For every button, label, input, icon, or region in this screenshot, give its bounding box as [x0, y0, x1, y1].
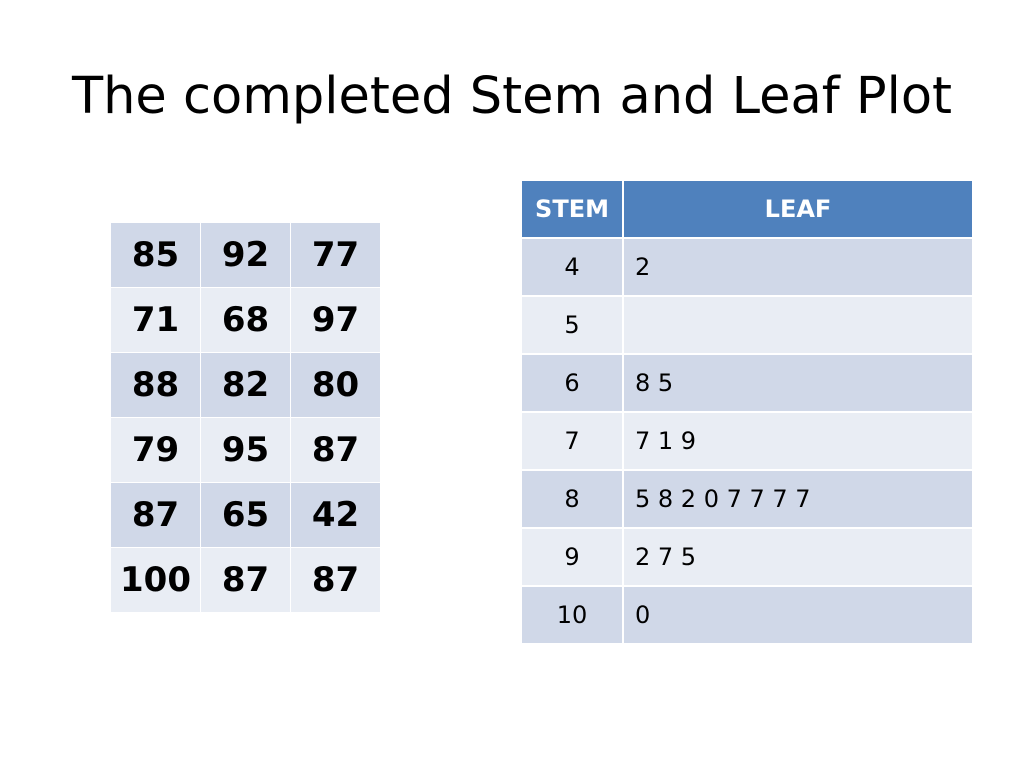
leaf-cell: 8 5 [622, 353, 974, 413]
data-cell: 80 [290, 352, 381, 418]
data-cell: 97 [290, 287, 381, 353]
table-row: 9 2 7 5 [520, 527, 974, 587]
stem-cell: 8 [520, 469, 624, 529]
leaf-cell: 0 [622, 585, 974, 645]
stem-header: STEM [520, 179, 624, 239]
header-row: STEM LEAF [520, 179, 974, 239]
data-cell: 100 [110, 547, 201, 613]
table-row: 71 68 97 [110, 287, 381, 353]
data-cell: 87 [290, 417, 381, 483]
leaf-cell: 2 7 5 [622, 527, 974, 587]
table-row: 87 65 42 [110, 482, 381, 548]
data-cell: 82 [200, 352, 291, 418]
data-values-table: 85 92 77 71 68 97 88 82 80 79 95 87 87 6… [110, 222, 381, 613]
stem-cell: 5 [520, 295, 624, 355]
data-cell: 42 [290, 482, 381, 548]
table-row: 7 7 1 9 [520, 411, 974, 471]
leaf-cell: 5 8 2 0 7 7 7 7 [622, 469, 974, 529]
data-cell: 88 [110, 352, 201, 418]
table-row: 88 82 80 [110, 352, 381, 418]
data-cell: 71 [110, 287, 201, 353]
stem-leaf-table: STEM LEAF 4 2 5 6 8 5 7 7 1 9 8 5 8 2 0 … [520, 179, 974, 645]
leaf-cell [622, 295, 974, 355]
slide-title: The completed Stem and Leaf Plot [71, 67, 953, 126]
table-row: 100 87 87 [110, 547, 381, 613]
leaf-cell: 7 1 9 [622, 411, 974, 471]
stem-cell: 4 [520, 237, 624, 297]
stem-cell: 6 [520, 353, 624, 413]
stem-cell: 9 [520, 527, 624, 587]
data-cell: 65 [200, 482, 291, 548]
table-row: 10 0 [520, 585, 974, 645]
data-cell: 92 [200, 222, 291, 288]
data-cell: 77 [290, 222, 381, 288]
data-cell: 87 [290, 547, 381, 613]
stem-cell: 10 [520, 585, 624, 645]
leaf-header: LEAF [622, 179, 974, 239]
leaf-cell: 2 [622, 237, 974, 297]
data-cell: 87 [200, 547, 291, 613]
table-row: 79 95 87 [110, 417, 381, 483]
stem-cell: 7 [520, 411, 624, 471]
table-row: 85 92 77 [110, 222, 381, 288]
data-cell: 79 [110, 417, 201, 483]
table-row: 5 [520, 295, 974, 355]
data-cell: 68 [200, 287, 291, 353]
data-cell: 95 [200, 417, 291, 483]
table-row: 6 8 5 [520, 353, 974, 413]
table-row: 8 5 8 2 0 7 7 7 7 [520, 469, 974, 529]
table-row: 4 2 [520, 237, 974, 297]
data-cell: 87 [110, 482, 201, 548]
data-cell: 85 [110, 222, 201, 288]
